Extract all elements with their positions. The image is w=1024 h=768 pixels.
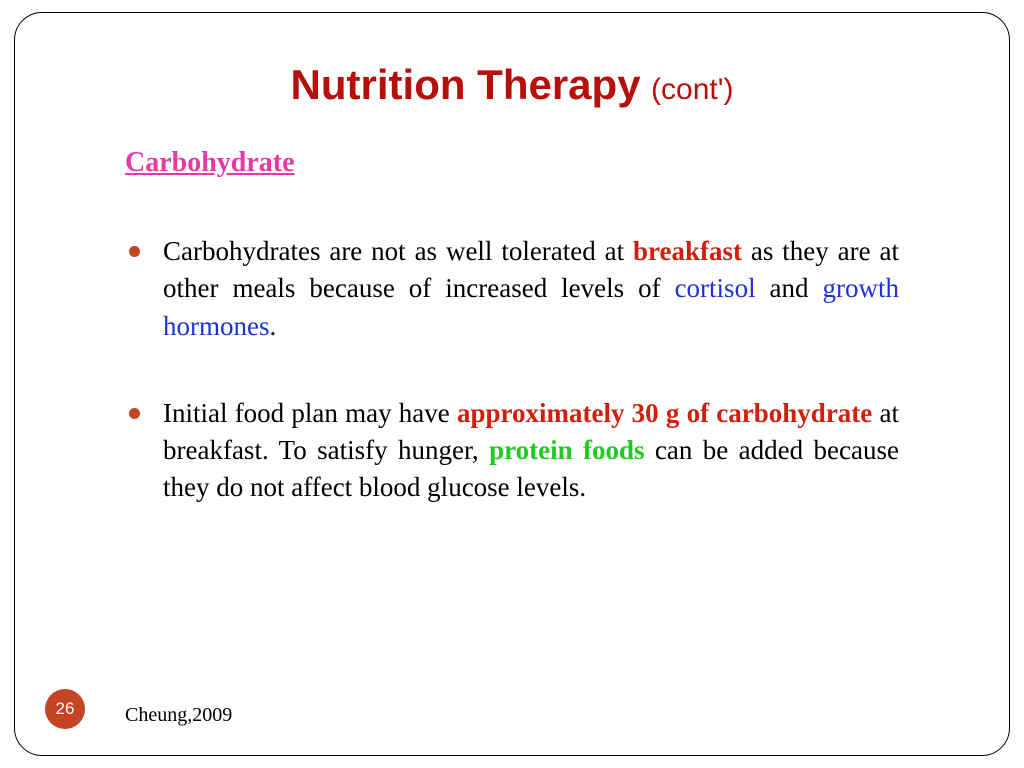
page-number: 26 xyxy=(56,699,75,719)
text-run: Initial food plan may have xyxy=(163,398,457,428)
list-item: Carbohydrates are not as well tolerated … xyxy=(125,233,899,345)
slide-title: Nutrition Therapy (cont') xyxy=(15,13,1009,109)
bullet-icon xyxy=(129,408,140,419)
title-main: Nutrition Therapy xyxy=(291,61,641,108)
bullet-icon xyxy=(129,246,140,257)
text-emphasis-red: approximately 30 g of carbohydrate xyxy=(457,398,872,428)
section-heading: Carbohydrate xyxy=(125,147,1009,179)
title-suffix: (cont') xyxy=(651,73,733,106)
slide-frame: Nutrition Therapy (cont') Carbohydrate C… xyxy=(14,12,1010,756)
text-run: . xyxy=(269,311,276,341)
page-number-badge: 26 xyxy=(45,689,85,729)
text-emphasis-green: protein foods xyxy=(489,435,644,465)
text-run: Carbohydrates are not as well tolerated … xyxy=(163,236,633,266)
bullet-list: Carbohydrates are not as well tolerated … xyxy=(125,233,899,507)
list-item: Initial food plan may have approximately… xyxy=(125,395,899,507)
citation: Cheung,2009 xyxy=(125,704,232,727)
text-emphasis-blue: cortisol xyxy=(675,273,756,303)
text-emphasis-red: breakfast xyxy=(633,236,742,266)
text-run: and xyxy=(756,273,823,303)
